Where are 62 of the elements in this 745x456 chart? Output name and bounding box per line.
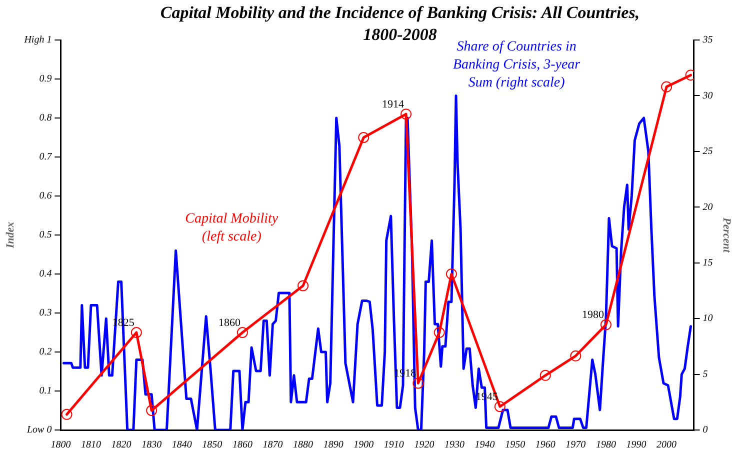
y-tick-label: Low 0 [26,424,52,436]
y-tick-label: 0.7 [39,152,53,163]
y2-axis-title: Percent [720,218,733,254]
y-tick-label: 0.5 [39,230,52,241]
x-tick-label: 1900 [354,440,374,451]
x-tick-label: 1840 [172,440,192,451]
x-tick-label: 1810 [80,440,101,451]
y2-tick-label: 30 [702,90,713,102]
point [540,370,551,381]
y2-tick-label: 20 [702,202,713,213]
point [130,327,142,338]
point [146,405,158,416]
y2-tick-label: 25 [702,146,713,158]
y-tick-label: 0.6 [39,190,52,202]
point [661,81,672,92]
x-tick-label: 1970 [566,440,586,451]
y2-tick-label: 5 [702,368,708,380]
x-tick-label: 1880 [293,440,314,451]
x-tick-label: 2000 [656,440,677,451]
y-tick-label: 0.2 [39,346,52,358]
x-tick-label: 1930 [444,440,464,451]
x-tick-label: 1800 [50,440,71,451]
x-tick-label: 1820 [111,440,132,451]
series-label: Share of Countries in Banking Crisis, 3-year Sum (right scale) [452,40,581,91]
x-tick-label: 1870 [262,440,283,451]
y-tick-label: 0.3 [39,308,52,319]
y-tick-label: 0.8 [39,112,52,124]
x-tick-label: 1860 [232,440,252,451]
y2-tick-label: 10 [702,313,713,324]
x-tick-label: 1920 [414,440,434,451]
point [446,268,457,280]
annotation: 1860 [218,316,241,329]
x-tick-label: 1850 [202,440,222,451]
y-tick-label: 0.9 [39,74,52,85]
x-tick-label: 1830 [142,440,162,451]
y-tick-label: High 1 [23,34,52,46]
x-tick-label: 1910 [384,440,404,451]
point [61,408,72,420]
annotation: 1914 [382,98,405,110]
point [494,401,506,412]
point [236,327,248,338]
point [570,350,582,362]
x-tick-label: 1890 [323,440,344,451]
y-axis-title: Index [4,221,16,250]
y2-tick-label: 0 [702,424,708,436]
x-tick-label: 1960 [535,440,556,451]
point [600,319,612,330]
point [358,132,370,143]
x-tick-label: 1940 [474,440,495,451]
text: Capital Mobility (left scale) [185,211,279,244]
point [298,280,309,292]
y-tick-label: 0.4 [39,268,52,280]
y2-tick-label: 15 [702,257,713,268]
x-tick-label: 1990 [626,440,646,451]
point [434,327,445,338]
point [412,378,424,389]
y2-tick-label: 35 [702,34,713,46]
annotation: 1980 [582,309,604,322]
x-tick-label: 1950 [505,440,526,451]
y-tick-label: 0.1 [39,386,52,397]
x-tick-label: 1980 [596,440,616,451]
point [400,108,412,120]
